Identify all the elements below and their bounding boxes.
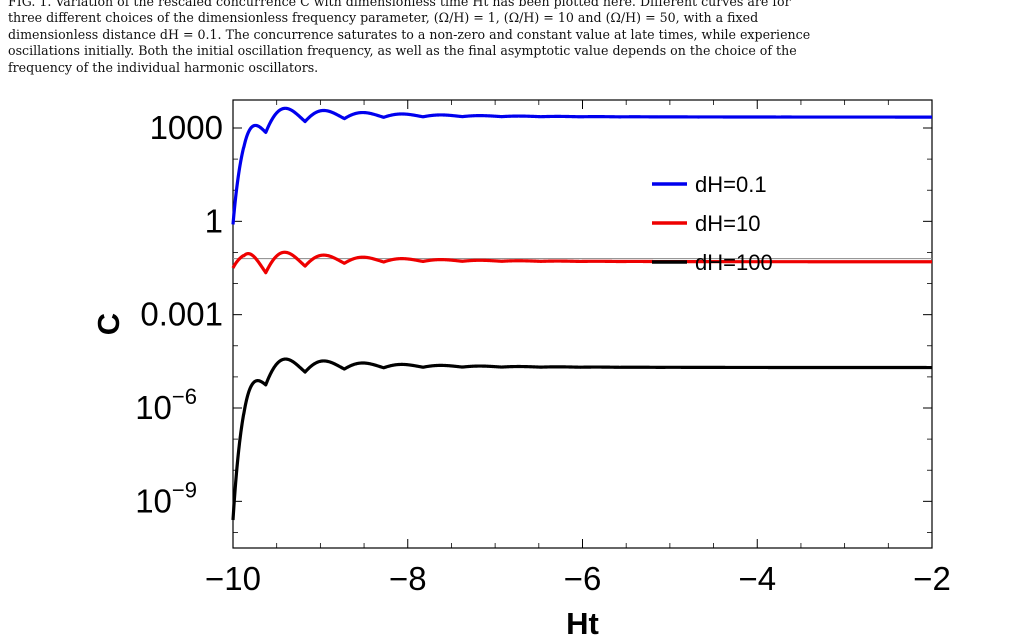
- x-tick-label: −4: [738, 560, 776, 597]
- y-tick-label: 0.001: [140, 296, 223, 333]
- plot-frame: [232, 99, 933, 549]
- caption-line: FIG. 1. Variation of the rescaled concur…: [8, 0, 791, 9]
- y-tick-exponent: −9: [172, 477, 197, 502]
- series-line: [231, 357, 934, 521]
- caption-line: frequency of the individual harmonic osc…: [8, 59, 319, 75]
- y-tick-label: 1: [205, 202, 223, 239]
- y-tick-label: 10−9: [135, 477, 197, 519]
- x-tick-label: −2: [913, 560, 951, 597]
- y-tick-label: 10−6: [135, 384, 197, 426]
- y-tick-base: 10: [135, 482, 172, 519]
- y-tick-label: 1000: [150, 109, 223, 146]
- caption-line: three different choices of the dimension…: [8, 10, 759, 26]
- y-tick-base: 10: [135, 389, 172, 426]
- y-tick-exponent: −6: [172, 384, 197, 409]
- series-line: [231, 106, 934, 225]
- y-axis-title: C: [91, 313, 126, 335]
- caption-line: dimensionless distance dH = 0.1. The con…: [8, 26, 811, 42]
- x-tick-label: −6: [564, 560, 602, 597]
- series-line: [231, 250, 934, 275]
- x-tick-label: −8: [389, 560, 427, 597]
- legend-label: dH=100: [695, 250, 773, 275]
- figure-caption: FIG. 1. Variation of the rescaled concur…: [8, 0, 1020, 76]
- caption-line: oscillations initially. Both the initial…: [8, 43, 797, 59]
- x-tick-label: −10: [205, 560, 261, 597]
- legend-label: dH=0.1: [695, 172, 767, 197]
- x-axis-title: Ht: [566, 606, 599, 641]
- legend-label: dH=10: [695, 211, 760, 236]
